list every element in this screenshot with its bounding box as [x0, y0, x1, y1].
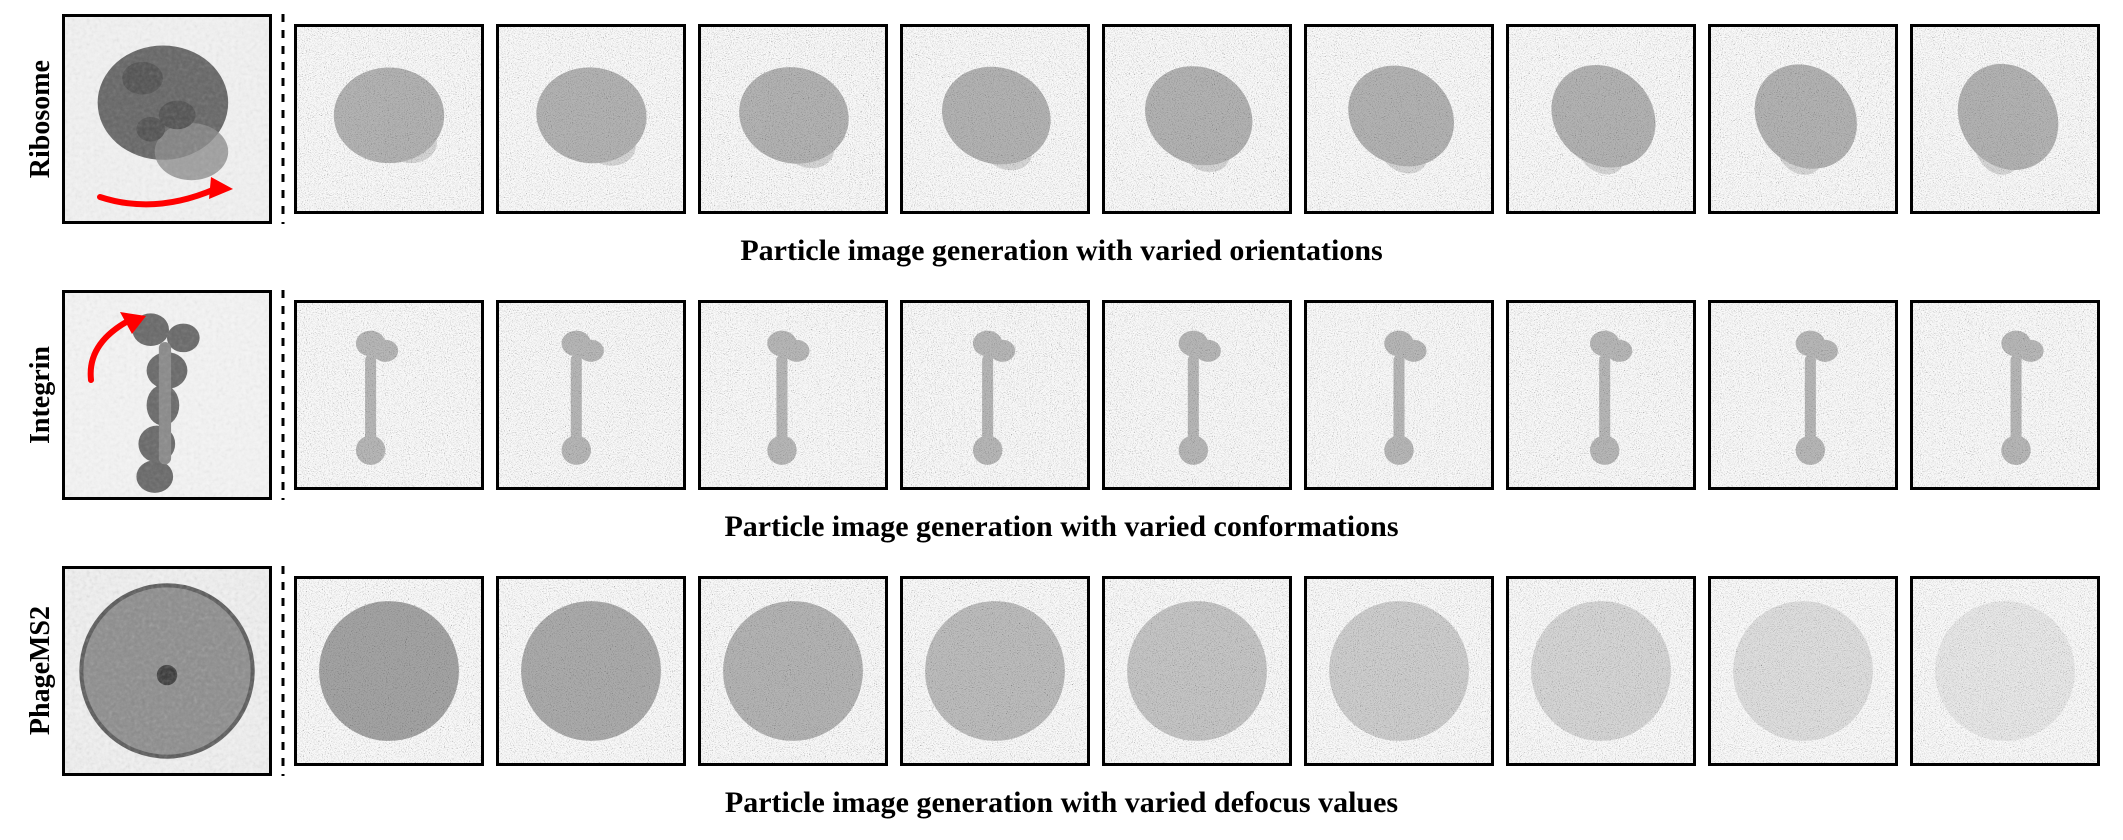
image-row: Ribosome — [20, 10, 2103, 228]
generated-image — [1910, 24, 2100, 214]
generated-image — [496, 300, 686, 490]
generated-image — [900, 576, 1090, 766]
divider — [272, 566, 294, 776]
generated-image — [698, 24, 888, 214]
generated-image — [1708, 300, 1898, 490]
generated-image — [1708, 576, 1898, 766]
generated-image — [1304, 24, 1494, 214]
generated-image — [1304, 576, 1494, 766]
generated-image — [698, 300, 888, 490]
generated-image — [1506, 24, 1696, 214]
row-caption: Particle image generation with varied co… — [20, 510, 2103, 544]
reference-image — [62, 566, 272, 776]
generated-strip — [294, 300, 2103, 490]
image-row: Integrin — [20, 286, 2103, 504]
row-caption: Particle image generation with varied or… — [20, 234, 2103, 268]
figure-row: PhageMS2 — [20, 562, 2103, 820]
row-label: Integrin — [20, 346, 62, 444]
generated-image — [294, 300, 484, 490]
generated-image — [1910, 300, 2100, 490]
generated-image — [900, 300, 1090, 490]
generated-image — [1506, 576, 1696, 766]
divider — [272, 290, 294, 500]
generated-image — [1304, 300, 1494, 490]
generated-image — [1506, 300, 1696, 490]
generated-strip — [294, 24, 2103, 214]
divider — [272, 14, 294, 224]
generated-image — [294, 576, 484, 766]
figure: Ribosome — [20, 10, 2103, 820]
image-row: PhageMS2 — [20, 562, 2103, 780]
generated-image — [496, 576, 686, 766]
row-caption: Particle image generation with varied de… — [20, 786, 2103, 820]
generated-image — [294, 24, 484, 214]
generated-image — [1910, 576, 2100, 766]
row-label: PhageMS2 — [20, 606, 62, 735]
row-label: Ribosome — [20, 60, 62, 178]
generated-strip — [294, 576, 2103, 766]
generated-image — [1102, 24, 1292, 214]
reference-image — [62, 14, 272, 224]
generated-image — [1102, 300, 1292, 490]
figure-row: Ribosome — [20, 10, 2103, 286]
generated-image — [1708, 24, 1898, 214]
reference-image — [62, 290, 272, 500]
generated-image — [698, 576, 888, 766]
figure-row: Integrin — [20, 286, 2103, 562]
generated-image — [496, 24, 686, 214]
generated-image — [1102, 576, 1292, 766]
generated-image — [900, 24, 1090, 214]
